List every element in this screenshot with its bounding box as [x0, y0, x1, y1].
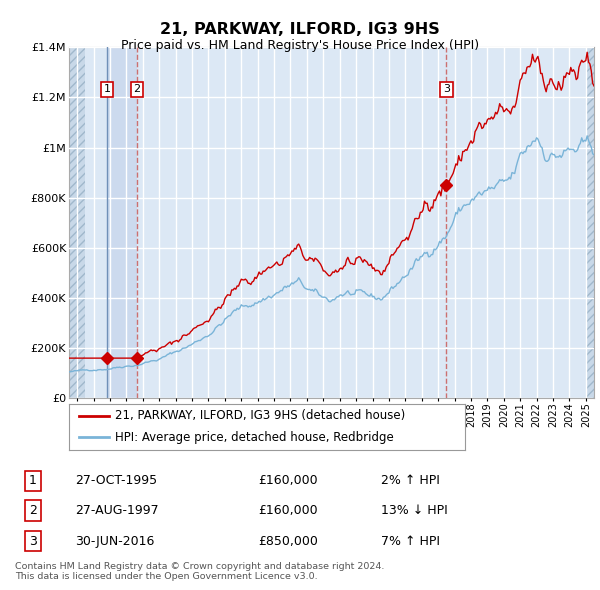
Text: 21, PARKWAY, ILFORD, IG3 9HS: 21, PARKWAY, ILFORD, IG3 9HS	[160, 22, 440, 37]
Text: 3: 3	[29, 535, 37, 548]
Bar	[69, 47, 85, 398]
Text: Contains HM Land Registry data © Crown copyright and database right 2024.
This d: Contains HM Land Registry data © Crown c…	[15, 562, 385, 581]
Text: 3: 3	[443, 84, 450, 94]
Text: £160,000: £160,000	[258, 504, 317, 517]
Text: 1: 1	[104, 84, 110, 94]
Text: 21, PARKWAY, ILFORD, IG3 9HS (detached house): 21, PARKWAY, ILFORD, IG3 9HS (detached h…	[115, 409, 405, 422]
Text: 27-OCT-1995: 27-OCT-1995	[75, 474, 157, 487]
Text: 30-JUN-2016: 30-JUN-2016	[75, 535, 154, 548]
Text: £160,000: £160,000	[258, 474, 317, 487]
Bar	[107, 47, 137, 398]
Text: 1: 1	[29, 474, 37, 487]
Text: 27-AUG-1997: 27-AUG-1997	[75, 504, 158, 517]
Bar	[586, 47, 594, 398]
Text: 2% ↑ HPI: 2% ↑ HPI	[381, 474, 440, 487]
Text: 2: 2	[134, 84, 140, 94]
Text: 13% ↓ HPI: 13% ↓ HPI	[381, 504, 448, 517]
Text: Price paid vs. HM Land Registry's House Price Index (HPI): Price paid vs. HM Land Registry's House …	[121, 39, 479, 52]
Text: £850,000: £850,000	[258, 535, 318, 548]
Text: HPI: Average price, detached house, Redbridge: HPI: Average price, detached house, Redb…	[115, 431, 393, 444]
Text: 7% ↑ HPI: 7% ↑ HPI	[381, 535, 440, 548]
Text: 2: 2	[29, 504, 37, 517]
